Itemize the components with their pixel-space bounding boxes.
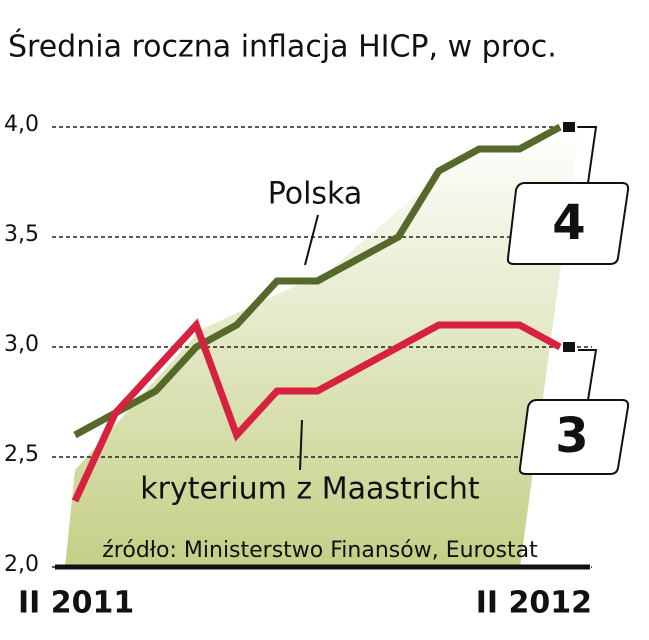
source: źródło: Ministerstwo Finansów, Eurostat xyxy=(102,538,538,563)
end-label: 3 xyxy=(555,408,588,464)
label-box xyxy=(506,182,630,265)
y-tick-label: 2,0 xyxy=(4,552,39,577)
leader-line xyxy=(304,214,319,266)
leader-line xyxy=(578,126,598,184)
y-tick-label: 3,5 xyxy=(4,222,39,247)
x-tick-label: II 2011 xyxy=(18,586,134,621)
y-tick-label: 3,0 xyxy=(4,332,39,357)
leader-line xyxy=(578,349,598,401)
series-label: kryterium z Maastricht xyxy=(140,472,480,507)
chart-title: Średnia roczna inflacja HICP, w proc. xyxy=(8,28,557,65)
line-series xyxy=(71,318,562,503)
y-tick-label: 4,0 xyxy=(4,112,39,137)
label-box xyxy=(518,399,630,475)
end-marker xyxy=(563,122,575,132)
y-tick-label: 2,5 xyxy=(4,442,39,467)
series-label: Polska xyxy=(268,177,363,212)
line-series xyxy=(73,123,562,439)
end-marker xyxy=(563,342,575,352)
leader-line xyxy=(299,419,303,471)
x-tick-label: II 2012 xyxy=(476,586,592,621)
end-label: 4 xyxy=(552,195,585,251)
